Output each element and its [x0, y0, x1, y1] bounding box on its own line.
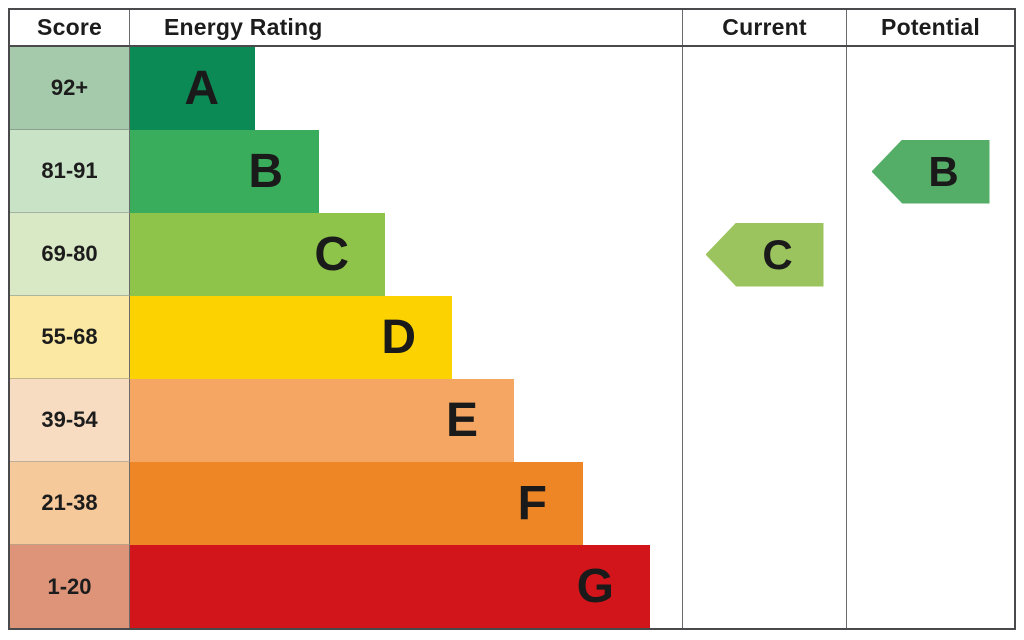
potential-rating-cell — [846, 296, 1014, 379]
current-rating-cell — [682, 379, 846, 462]
current-rating-letter: C — [762, 230, 793, 278]
potential-rating-cell — [846, 379, 1014, 462]
band-letter: A — [184, 61, 219, 115]
potential-rating-arrow: B — [871, 139, 990, 204]
score-range-cell: 39-54 — [10, 379, 130, 462]
current-rating-cell — [682, 545, 846, 628]
band-letter: G — [576, 559, 614, 613]
potential-rating-cell — [846, 47, 1014, 130]
potential-rating-letter: B — [928, 147, 959, 195]
epc-rating-chart: Score Energy Rating Current Potential 92… — [8, 8, 1016, 630]
energy-band-bar: G — [130, 545, 650, 628]
potential-rating-cell — [846, 462, 1014, 545]
score-column-header: Score — [10, 10, 130, 45]
band-letter: D — [381, 310, 416, 364]
energy-rating-column-header: Energy Rating — [164, 14, 323, 40]
band-letter: C — [314, 227, 349, 281]
energy-band-bar: B — [130, 130, 319, 213]
current-rating-arrow: C — [705, 222, 824, 287]
band-letter: F — [517, 476, 547, 530]
band-row: 55-68 D — [10, 296, 1014, 379]
score-range-cell: 81-91 — [10, 130, 130, 213]
score-range-cell: 69-80 — [10, 213, 130, 296]
score-range-cell: 55-68 — [10, 296, 130, 379]
energy-rating-bar-area: A — [130, 47, 682, 130]
score-range-cell: 1-20 — [10, 545, 130, 628]
energy-band-bar: F — [130, 462, 583, 545]
energy-rating-bar-area: B — [130, 130, 682, 213]
chart-header-row: Score Energy Rating Current Potential — [10, 10, 1014, 47]
current-rating-cell — [682, 462, 846, 545]
potential-rating-cell — [846, 213, 1014, 296]
band-row: 69-80 C C — [10, 213, 1014, 296]
energy-rating-bar-area: C — [130, 213, 682, 296]
score-range-cell: 21-38 — [10, 462, 130, 545]
band-row: 81-91 B B — [10, 130, 1014, 213]
band-rows: 92+ A 81-91 B B 69-80 C C 55-68 — [10, 47, 1014, 628]
potential-rating-cell: B — [846, 130, 1014, 213]
energy-band-bar: A — [130, 47, 255, 130]
energy-rating-bar-area: F — [130, 462, 682, 545]
current-rating-cell: C — [682, 213, 846, 296]
band-letter: E — [445, 393, 478, 447]
band-row: 21-38 F — [10, 462, 1014, 545]
energy-rating-bar-area: D — [130, 296, 682, 379]
energy-rating-bar-area: G — [130, 545, 682, 628]
current-column-header: Current — [682, 10, 846, 45]
potential-column-header: Potential — [846, 10, 1014, 45]
energy-band-bar: D — [130, 296, 452, 379]
score-range-cell: 92+ — [10, 47, 130, 130]
energy-band-bar: C — [130, 213, 385, 296]
current-rating-cell — [682, 296, 846, 379]
potential-rating-cell — [846, 545, 1014, 628]
band-row: 1-20 G — [10, 545, 1014, 628]
band-letter: B — [248, 144, 283, 198]
energy-band-bar: E — [130, 379, 514, 462]
current-rating-cell — [682, 130, 846, 213]
band-row: 39-54 E — [10, 379, 1014, 462]
energy-rating-bar-area: E — [130, 379, 682, 462]
current-rating-cell — [682, 47, 846, 130]
band-row: 92+ A — [10, 47, 1014, 130]
